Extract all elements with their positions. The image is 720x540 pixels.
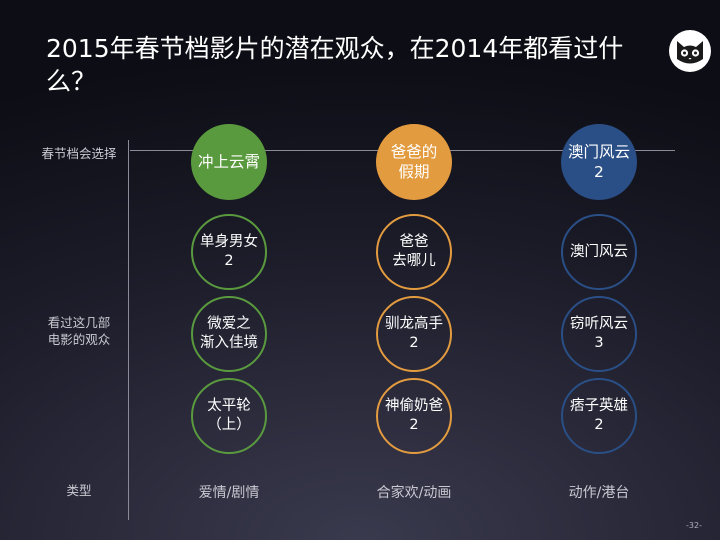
watched-movie: 单身男女 2 — [191, 214, 267, 290]
genre-label: 合家欢/动画 — [376, 485, 452, 501]
watched-movie: 澳门风云 — [561, 214, 637, 290]
spring-festival-movie: 冲上云霄 — [191, 124, 267, 200]
spring-festival-movie: 爸爸的 假期 — [376, 124, 452, 200]
watched-movie: 微爱之 渐入佳境 — [191, 296, 267, 372]
watched-movie: 爸爸 去哪儿 — [376, 214, 452, 290]
page-title: 2015年春节档影片的潜在观众，在2014年都看过什么？ — [46, 34, 624, 96]
watched-movie: 驯龙高手 2 — [376, 296, 452, 372]
row-label-genre: 类型 — [66, 483, 92, 498]
watched-movie: 太平轮 （上） — [191, 378, 267, 454]
watched-movie: 痞子英雄 2 — [561, 378, 637, 454]
watched-movie: 神偷奶爸 2 — [376, 378, 452, 454]
label-divider — [128, 140, 129, 520]
genre-label: 动作/港台 — [568, 485, 630, 501]
watched-movie: 窃听风云 3 — [561, 296, 637, 372]
genre-label: 爱情/剧情 — [198, 485, 260, 501]
page-number: -32- — [686, 521, 702, 530]
row-label-choice: 春节档会选择 — [41, 146, 117, 161]
spring-festival-movie: 澳门风云 2 — [561, 124, 637, 200]
cat-face-icon — [669, 30, 711, 72]
row-label-watched: 看过这几部 电影的观众 — [47, 315, 111, 347]
